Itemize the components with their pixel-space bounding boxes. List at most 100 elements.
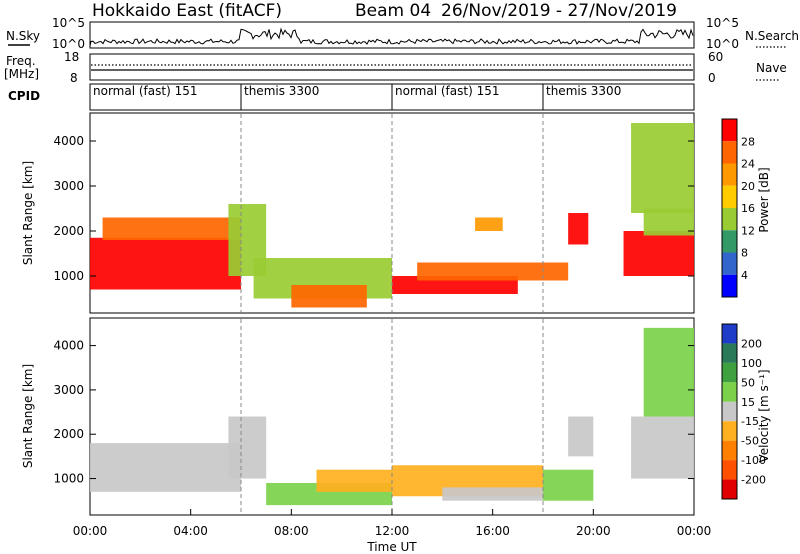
power-colorbar-label: Power [dB] [757, 167, 771, 232]
noise-left-bottom-tick: 10^0 [52, 37, 85, 51]
heatmap-cell [631, 123, 694, 213]
heatmap-cell [102, 217, 241, 240]
freq-top-tick: 18 [64, 50, 79, 64]
colorbar-tick-label: 15 [741, 396, 755, 409]
colorbar-swatch [722, 163, 737, 186]
velocity-ylabel: Slant Range [km] [21, 364, 35, 468]
colorbar-swatch [722, 479, 737, 499]
noise-panel: N.Sky 10^5 10^0 10^5 10^0 N.Search [6, 16, 799, 51]
cpid-segment-label: normal (fast) 151 [395, 84, 499, 98]
colorbar-tick-label: -50 [741, 435, 759, 448]
colorbar-swatch [722, 362, 737, 383]
freq-label-2: [MHz] [4, 67, 39, 81]
nave-bottom-tick: 0 [708, 71, 716, 85]
colorbar-tick-label: 8 [741, 247, 748, 260]
x-tick-label: 20:00 [576, 524, 611, 538]
y-tick-label: 1000 [53, 269, 84, 283]
colorbar-tick-label: 4 [741, 269, 748, 282]
heatmap-cell [442, 487, 543, 501]
x-tick-label: 00:00 [677, 524, 712, 538]
noise-right-top-tick: 10^5 [706, 16, 739, 30]
colorbar-tick-label: 20 [741, 180, 755, 193]
colorbar-swatch [722, 141, 737, 164]
beam-label: Beam 04 [355, 1, 431, 21]
freq-panel-frame [89, 53, 695, 81]
y-tick-label: 4000 [53, 134, 84, 148]
x-tick-label: 04:00 [173, 524, 208, 538]
colorbar-tick-label: 12 [741, 224, 755, 237]
colorbar-tick-label: 28 [741, 135, 755, 148]
power-ylabel: Slant Range [km] [21, 161, 35, 265]
heatmap-cell [417, 262, 569, 281]
colorbar-swatch [722, 460, 737, 480]
x-tick-label: 12:00 [375, 524, 410, 538]
power-panel: Slant Range [km] Power [dB] 1000 2000 3000… [21, 112, 771, 314]
heatmap-cell [643, 327, 694, 417]
colorbar-swatch [722, 274, 737, 297]
y-tick-label: 2000 [53, 224, 84, 238]
freq-panel: Freq. [MHz] 18 8 60 0 Nave [4, 50, 787, 85]
heatmap-cell [623, 231, 694, 276]
freq-bottom-tick: 8 [70, 71, 78, 85]
x-axis: Time UT 00:00 04:00 08:00 12:00 16:00 20:00 00… [73, 509, 712, 554]
heatmap-cell [90, 237, 241, 290]
noise-right-label: N.Search [745, 29, 799, 43]
velocity-panel: Slant Range [km] Velocity [m s⁻¹] 1000 20… [21, 317, 771, 516]
colorbar-tick-label: 16 [741, 202, 755, 215]
y-tick-label: 3000 [53, 383, 84, 397]
cpid-segment-label: normal (fast) 151 [93, 84, 197, 98]
cpid-label: CPID [8, 89, 40, 103]
colorbar-swatch [722, 401, 737, 422]
heatmap-cell [568, 416, 594, 457]
heatmap-cell [228, 416, 267, 479]
x-axis-label: Time UT [366, 540, 417, 554]
colorbar-tick-label: 24 [741, 158, 755, 171]
x-tick-label: 08:00 [274, 524, 309, 538]
heatmap-cell [631, 416, 694, 479]
heatmap-cell [475, 217, 503, 231]
colorbar-swatch [722, 421, 737, 441]
colorbar-tick-label: 200 [741, 337, 762, 350]
plot-title: Hokkaido East (fitACF) [92, 1, 282, 21]
colorbar-swatch [722, 382, 737, 402]
heatmap-cell [291, 285, 367, 308]
colorbar-tick-label: 50 [741, 376, 755, 389]
nave-label: Nave [756, 61, 787, 75]
heatmap-cell [90, 443, 241, 492]
colorbar-swatch [722, 208, 737, 231]
y-tick-label: 3000 [53, 179, 84, 193]
y-tick-label: 1000 [53, 472, 84, 486]
colorbar-tick-label: 100 [741, 357, 762, 370]
noise-right-bottom-tick: 10^0 [706, 37, 739, 51]
colorbar-swatch [722, 230, 737, 253]
colorbar-frame [721, 118, 738, 298]
nave-top-tick: 60 [708, 50, 723, 64]
noise-panel-frame [89, 21, 695, 49]
y-tick-label: 2000 [53, 427, 84, 441]
heatmap-cell [543, 469, 594, 501]
colorbar-swatch [722, 119, 737, 142]
colorbar-swatch [722, 185, 737, 208]
date-range: 26/Nov/2019 - 27/Nov/2019 [441, 1, 677, 21]
noise-left-top-tick: 10^5 [52, 16, 85, 30]
noise-trace [89, 27, 694, 47]
heatmap-cell [568, 213, 589, 245]
colorbar-swatch [722, 324, 737, 344]
colorbar-swatch [722, 343, 737, 363]
colorbar-swatch [722, 440, 737, 461]
colorbar-tick-label: -100 [741, 454, 766, 467]
colorbar-frame [721, 323, 738, 500]
colorbar-tick-label: -15 [741, 415, 759, 428]
cpid-segment-label: themis 3300 [244, 84, 319, 98]
colorbar-swatch [722, 252, 737, 275]
cpid-segment-label: themis 3300 [546, 84, 621, 98]
x-tick-label: 00:00 [73, 524, 108, 538]
noise-left-label: N.Sky [6, 29, 40, 43]
cpid-panel: CPID normal (fast) 151 themis 3300 normal … [8, 83, 695, 111]
colorbar-tick-label: -200 [741, 474, 766, 487]
velocity-colorbar-label: Velocity [m s⁻¹] [757, 369, 771, 462]
x-tick-label: 16:00 [475, 524, 510, 538]
heatmap-cell [316, 469, 392, 492]
y-tick-label: 4000 [53, 339, 84, 353]
